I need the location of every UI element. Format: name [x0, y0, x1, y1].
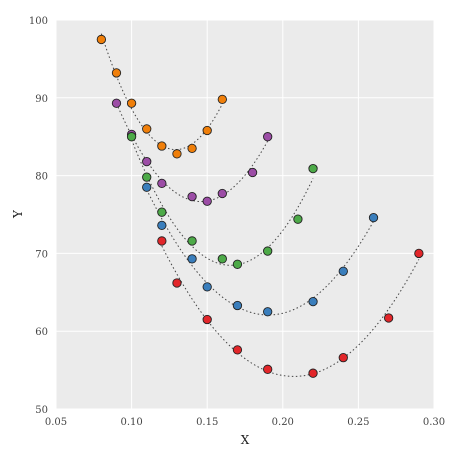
data-point-series-3: [126, 132, 137, 142]
y-axis-label: Y: [11, 209, 25, 219]
data-point-series-4: [263, 307, 273, 317]
x-tick-label: 0.30: [423, 417, 445, 428]
data-point-series-2: [111, 98, 122, 108]
data-point-series-4: [187, 254, 197, 264]
data-point-series-1: [96, 34, 107, 45]
data-point-series-4: [308, 296, 318, 307]
data-point-series-3: [187, 236, 197, 246]
data-point-series-4: [157, 220, 167, 231]
data-point-series-3: [308, 163, 318, 174]
y-tick-label: 90: [35, 94, 48, 105]
data-point-series-3: [293, 214, 303, 224]
data-point-series-3: [142, 172, 152, 182]
data-point-series-3: [217, 254, 227, 264]
data-point-series-5: [232, 345, 243, 355]
x-tick-label: 0.10: [120, 417, 142, 428]
data-point-series-5: [308, 368, 318, 378]
x-tick-label: 0.15: [196, 417, 218, 428]
y-axis-ticks: 50 60 70 80 90 100: [29, 16, 48, 416]
data-point-series-1: [126, 98, 137, 108]
data-point-series-2: [157, 178, 167, 189]
x-tick-label: 0.05: [45, 417, 67, 428]
x-axis-ticks: 0.05 0.10 0.15 0.20 0.25 0.30: [45, 417, 445, 428]
data-point-series-1: [202, 125, 212, 136]
data-points: [96, 34, 424, 378]
data-point-series-3: [232, 259, 243, 269]
y-tick-label: 60: [35, 327, 48, 338]
data-point-series-3: [157, 207, 167, 217]
data-point-series-4: [202, 282, 212, 292]
data-point-series-5: [172, 278, 182, 288]
x-tick-label: 0.25: [347, 417, 369, 428]
data-point-series-2: [263, 132, 273, 142]
data-point-series-5: [383, 313, 394, 323]
data-point-series-5: [338, 353, 348, 363]
grid-lines: [55, 19, 435, 410]
data-point-series-1: [217, 94, 227, 105]
data-point-series-3: [263, 246, 273, 256]
data-point-series-5: [414, 248, 424, 259]
data-point-series-4: [142, 182, 152, 192]
x-axis-label: X: [241, 433, 250, 447]
data-point-series-2: [142, 156, 152, 167]
data-point-series-2: [217, 188, 227, 199]
data-point-series-4: [368, 212, 379, 223]
data-point-series-5: [202, 314, 212, 325]
x-tick-label: 0.20: [272, 417, 294, 428]
data-point-series-5: [263, 364, 273, 374]
data-point-series-1: [111, 68, 122, 78]
data-point-series-2: [187, 191, 197, 202]
data-point-series-1: [142, 124, 152, 134]
fit-curve-series-3: [131, 139, 314, 266]
data-point-series-2: [202, 196, 212, 206]
data-point-series-1: [172, 149, 182, 159]
y-tick-label: 100: [29, 16, 48, 27]
plot-background: [56, 20, 434, 409]
data-point-series-1: [187, 143, 197, 154]
data-point-series-4: [338, 266, 348, 276]
y-tick-label: 50: [35, 405, 48, 416]
fit-curve-series-2: [116, 103, 269, 203]
data-point-series-5: [157, 236, 167, 246]
data-point-series-4: [232, 300, 243, 311]
y-tick-label: 80: [35, 172, 48, 183]
y-tick-label: 70: [35, 249, 48, 260]
data-point-series-1: [157, 141, 167, 151]
data-point-series-2: [247, 167, 258, 178]
